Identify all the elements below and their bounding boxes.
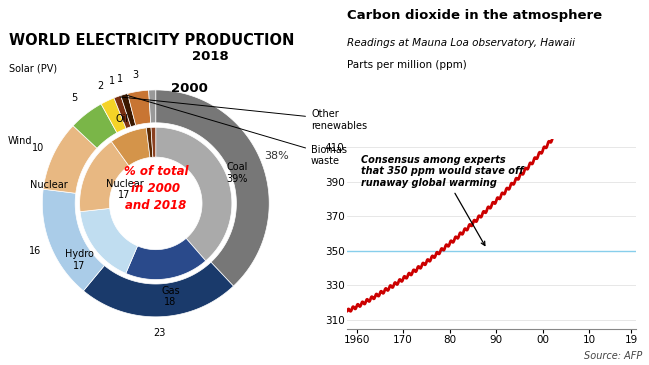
Text: 10: 10 (32, 143, 44, 153)
Polygon shape (43, 126, 97, 193)
Polygon shape (146, 127, 153, 157)
Text: Solar (PV): Solar (PV) (10, 63, 58, 73)
Text: Source: AFP: Source: AFP (584, 351, 643, 361)
Text: 2000: 2000 (171, 82, 208, 96)
Text: Nuclear: Nuclear (31, 180, 68, 191)
Polygon shape (151, 127, 156, 157)
Text: Carbon dioxide in the atmosphere: Carbon dioxide in the atmosphere (347, 9, 602, 22)
Polygon shape (121, 93, 136, 127)
Polygon shape (112, 128, 150, 166)
Text: Gas
18: Gas 18 (161, 285, 180, 307)
Polygon shape (73, 104, 117, 148)
Text: Biomass
waste: Biomass waste (127, 95, 352, 166)
Text: 2: 2 (97, 81, 104, 91)
Text: 38%: 38% (264, 151, 289, 161)
Text: WORLD ELECTRICITY PRODUCTION: WORLD ELECTRICITY PRODUCTION (10, 33, 295, 48)
Text: 3: 3 (132, 70, 138, 80)
Text: 2018: 2018 (191, 50, 228, 63)
Text: Readings at Mauna Loa observatory, Hawaii: Readings at Mauna Loa observatory, Hawai… (347, 38, 575, 48)
Text: Parts per million (ppm): Parts per million (ppm) (347, 60, 467, 70)
Polygon shape (156, 127, 232, 261)
Text: Wind: Wind (8, 136, 32, 146)
Polygon shape (80, 208, 138, 273)
Polygon shape (128, 90, 151, 125)
Text: Hydro
17: Hydro 17 (64, 249, 93, 271)
Text: 23: 23 (154, 328, 166, 338)
Polygon shape (126, 238, 206, 280)
Text: Oil: Oil (116, 114, 129, 124)
Text: Consensus among experts
that 350 ppm would stave off
runaway global warming: Consensus among experts that 350 ppm wou… (361, 155, 524, 246)
Polygon shape (42, 189, 104, 291)
Text: % of total
in 2000
and 2018: % of total in 2000 and 2018 (123, 165, 188, 212)
Polygon shape (149, 90, 156, 123)
Text: 5: 5 (71, 93, 77, 103)
Polygon shape (84, 262, 234, 317)
Text: Coal
39%: Coal 39% (226, 162, 247, 184)
Text: Nuclear
17: Nuclear 17 (106, 178, 143, 200)
Polygon shape (114, 96, 131, 128)
Polygon shape (80, 142, 129, 212)
Text: 1: 1 (108, 76, 115, 86)
Polygon shape (101, 98, 126, 133)
Polygon shape (156, 90, 269, 286)
Text: 1: 1 (116, 74, 123, 84)
Text: Other
renewables: Other renewables (120, 97, 367, 131)
Text: 16: 16 (29, 246, 41, 256)
